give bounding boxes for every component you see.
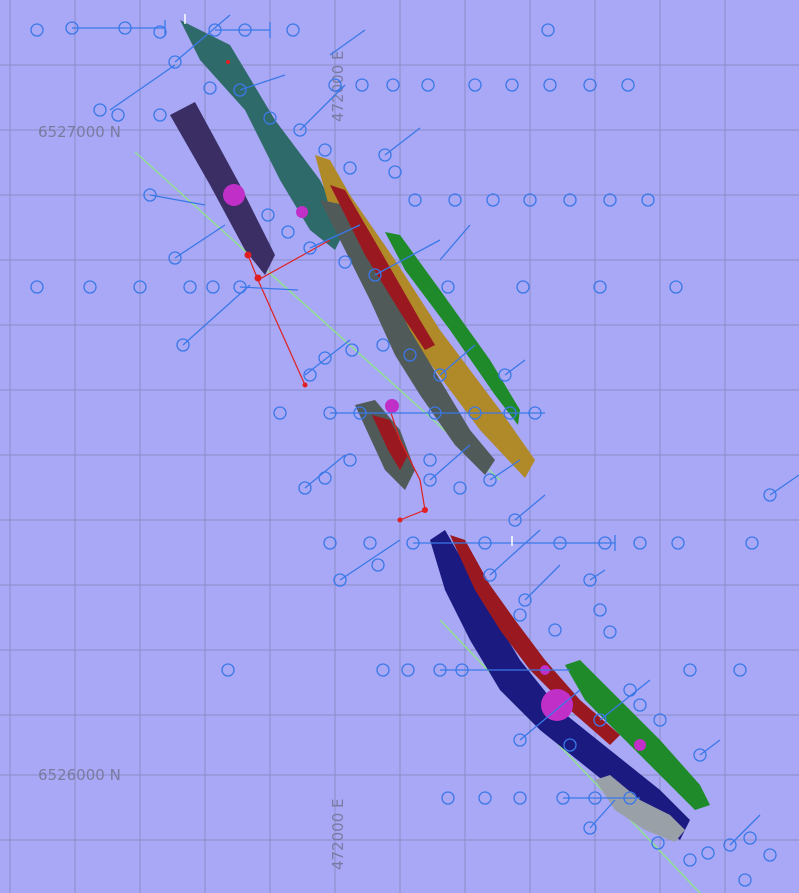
ore-bodies bbox=[170, 20, 710, 842]
magenta-markers bbox=[223, 184, 646, 751]
orebody-green-south bbox=[565, 660, 710, 810]
orebody-darkred-middle bbox=[372, 415, 408, 470]
drillhole-traces bbox=[72, 14, 799, 846]
orebody-teal-north bbox=[180, 20, 345, 250]
easting-label-bottom: 472000 E bbox=[329, 798, 347, 870]
section-line-north bbox=[134, 151, 501, 481]
orebody-navy bbox=[430, 530, 690, 840]
northing-label-bottom: 6526000 N bbox=[38, 766, 121, 784]
northing-label-top: 6527000 N bbox=[38, 123, 121, 141]
easting-label-top: 472000 E bbox=[329, 50, 347, 122]
red-traces bbox=[226, 60, 428, 523]
annotation-marks bbox=[184, 14, 513, 546]
orebody-darkred-south bbox=[450, 535, 620, 745]
section-line-south bbox=[439, 619, 701, 893]
orebody-dark-purple bbox=[170, 102, 275, 275]
orebody-lightgrey bbox=[595, 775, 685, 842]
orebody-grey-north bbox=[320, 200, 495, 475]
orebody-green-north bbox=[385, 232, 520, 425]
